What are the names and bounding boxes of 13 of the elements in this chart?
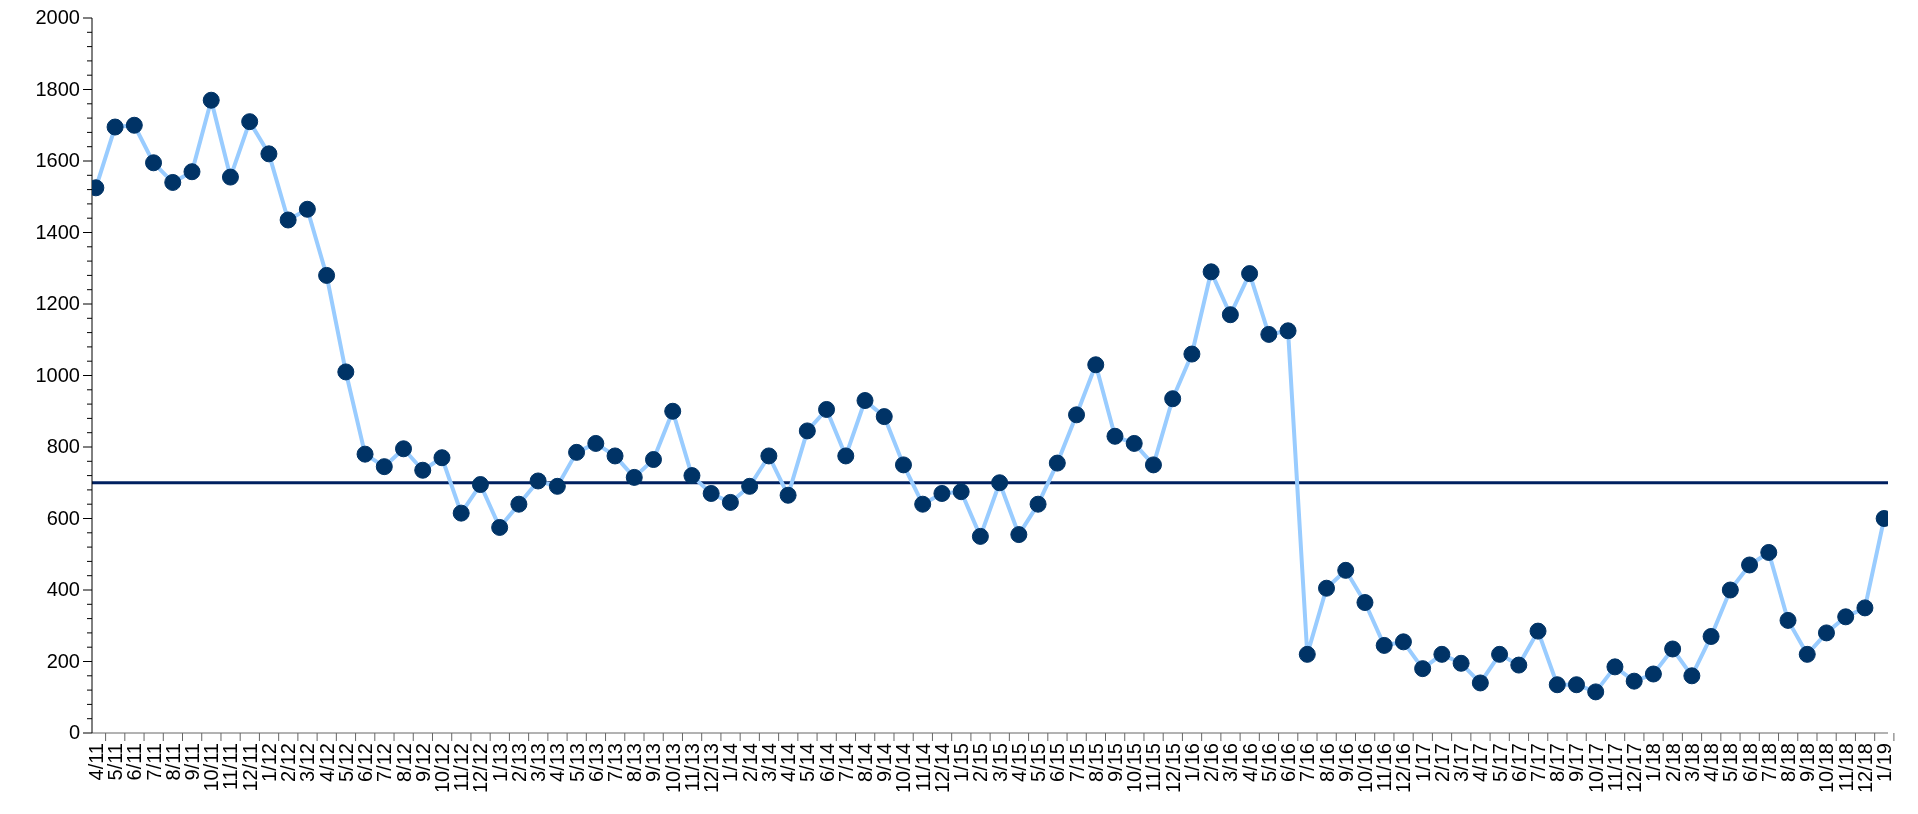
y-tick-label: 1400 [35,220,80,243]
y-tick-label: 1000 [35,363,80,386]
y-tick-label: 800 [46,435,80,457]
x-tick-label: 1/19 [1873,743,1896,782]
y-tick-label: 1800 [35,77,80,100]
y-tick-label: 1200 [35,292,80,314]
y-tick-label: 200 [46,649,80,672]
y-tick-label: 2000 [35,6,80,28]
y-tick-label: 1600 [35,149,80,171]
y-tick-label: 0 [68,721,80,743]
y-tick-label: 600 [46,506,80,529]
x-tick-label: 4/11 [84,743,107,781]
y-tick-label: 400 [46,578,80,600]
